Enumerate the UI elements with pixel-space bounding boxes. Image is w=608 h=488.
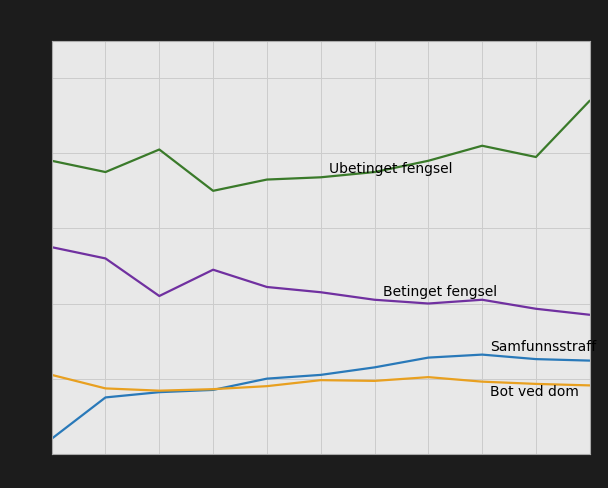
Text: Samfunnsstraff: Samfunnsstraff — [490, 339, 596, 353]
Text: Bot ved dom: Bot ved dom — [490, 385, 579, 399]
Text: Ubetinget fengsel: Ubetinget fengsel — [329, 162, 452, 176]
Text: Betinget fengsel: Betinget fengsel — [382, 284, 497, 298]
